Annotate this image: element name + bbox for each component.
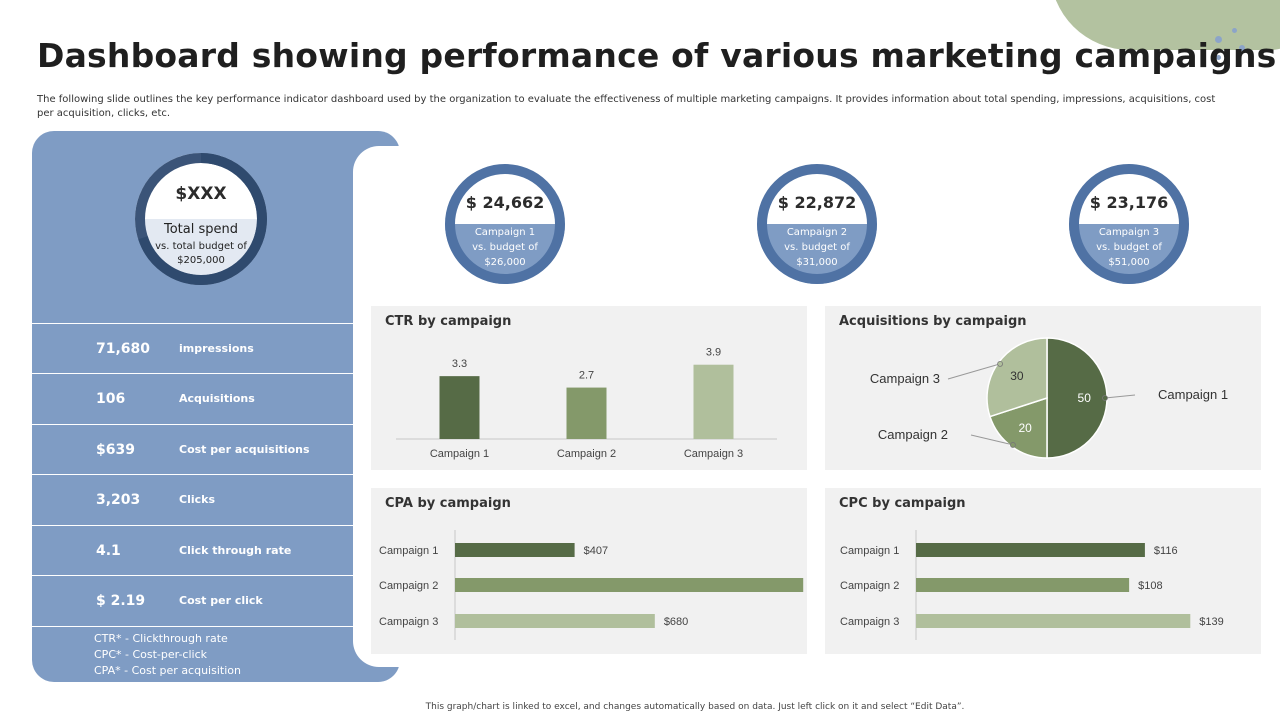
campaign-3-budget: vs. budget of $51,000 bbox=[1096, 242, 1162, 268]
campaign-2-donut bbox=[757, 164, 877, 284]
ctr-data-label: 3.9 bbox=[706, 347, 721, 359]
bar-data-label: $680 bbox=[664, 616, 688, 628]
total-budget-text: vs. total budget of $205,000 bbox=[155, 241, 247, 266]
kpi-row-clicks: 3,203 Clicks bbox=[32, 474, 354, 525]
kpi-label: impressions bbox=[179, 342, 254, 355]
campaign-2-name: Campaign 2 bbox=[786, 227, 848, 238]
bar bbox=[455, 614, 655, 628]
kpi-label: Acquisitions bbox=[179, 392, 255, 405]
total-spend-label: Total spend bbox=[163, 222, 238, 237]
kpi-value: $ 2.19 bbox=[96, 593, 146, 609]
decor-dot bbox=[1239, 45, 1245, 51]
chart-title: CPA by campaign bbox=[385, 496, 511, 511]
ctr-bar bbox=[566, 387, 607, 439]
campaign-2-budget: vs. budget of $31,000 bbox=[784, 242, 850, 268]
pie-category-label: Campaign 1 bbox=[1158, 387, 1228, 402]
kpi-label: Click through rate bbox=[179, 544, 292, 557]
pie-leader-dot bbox=[997, 361, 1003, 367]
kpi-label: Clicks bbox=[179, 493, 215, 506]
cpc-bar-chart: Campaign 1 $116 Campaign 2 $108 Campaign 3 $1… bbox=[840, 530, 1224, 640]
ctr-bar-chart: 3.3 Campaign 1 2.7 Campaign 2 3.9 Campaign 3 bbox=[396, 347, 777, 460]
ctr-category-label: Campaign 3 bbox=[684, 448, 743, 460]
kpi-value: 71,680 bbox=[96, 341, 151, 357]
pie-data-label: 50 bbox=[1078, 391, 1092, 405]
pie-data-label: 30 bbox=[1010, 369, 1024, 383]
category-label: Campaign 2 bbox=[379, 580, 438, 592]
bar bbox=[916, 578, 1130, 592]
decor-dot bbox=[1201, 42, 1205, 46]
bar bbox=[916, 614, 1191, 628]
category-label: Campaign 2 bbox=[840, 580, 899, 592]
kpi-value: 4.1 bbox=[96, 543, 121, 559]
acquisitions-chart-panel: Acquisitions by campaign 50 Campaign 1 20 C… bbox=[825, 306, 1261, 470]
pie-category-label: Campaign 3 bbox=[870, 371, 940, 386]
pie-leader-line bbox=[947, 363, 1001, 380]
kpi-row-impressions: 71,680 impressions bbox=[32, 323, 354, 374]
note-line: CPA* - Cost per acquisition bbox=[94, 664, 241, 677]
note-line: CTR* - Clickthrough rate bbox=[94, 632, 228, 645]
bar bbox=[455, 543, 575, 557]
bar-data-label: $407 bbox=[584, 545, 608, 557]
abbreviation-notes: CTR* - Clickthrough rate CPC* - Cost-per… bbox=[94, 631, 241, 679]
ctr-category-label: Campaign 1 bbox=[430, 448, 489, 460]
intro-text: The following slide outlines the key per… bbox=[37, 94, 1216, 119]
cpc-chart-panel: CPC by campaign Campaign 1 $116 Campaign 2… bbox=[825, 488, 1261, 654]
category-label: Campaign 1 bbox=[840, 545, 899, 557]
pie-category-label: Campaign 2 bbox=[878, 427, 948, 442]
kpi-row-cost-per-click: $ 2.19 Cost per click bbox=[32, 575, 354, 627]
campaign-1-donut bbox=[445, 164, 565, 284]
page-title: Dashboard showing performance of various… bbox=[37, 36, 1277, 75]
ctr-bar bbox=[693, 364, 734, 439]
kpi-label: Cost per acquisitions bbox=[179, 443, 310, 456]
kpi-value: 3,203 bbox=[96, 492, 141, 508]
campaign-1-spend: $ 24,662 bbox=[465, 193, 545, 212]
decor-dot bbox=[1216, 55, 1221, 60]
bar bbox=[916, 543, 1145, 557]
category-label: Campaign 3 bbox=[379, 616, 438, 628]
kpi-value: 106 bbox=[96, 391, 126, 407]
pie-leader-dot bbox=[1010, 442, 1016, 448]
pie-leader-line bbox=[1104, 394, 1136, 399]
chart-title: CTR by campaign bbox=[385, 314, 512, 329]
campaign-3-donut bbox=[1069, 164, 1189, 284]
ctr-chart-panel: CTR by campaign 3.3 Campaign 1 2.7 Campaign… bbox=[371, 306, 807, 470]
kpi-row-acquisitions: 106 Acquisitions bbox=[32, 373, 354, 424]
kpi-row-cost-per-acquisition: $639 Cost per acquisitions bbox=[32, 424, 354, 475]
pie-leader-line bbox=[970, 434, 1014, 446]
campaign-1-budget: vs. budget of $26,000 bbox=[472, 242, 538, 268]
decor-dot bbox=[1215, 36, 1222, 43]
acquisitions-pie-chart: 50 Campaign 1 20 Campaign 2 30 Campaign 3 bbox=[870, 337, 1228, 459]
total-spend-donut bbox=[135, 153, 267, 285]
campaign-1-name: Campaign 1 bbox=[474, 227, 536, 238]
campaign-3-name: Campaign 3 bbox=[1098, 227, 1160, 238]
pie-data-label: 20 bbox=[1018, 421, 1032, 435]
bar-data-label: $116 bbox=[1154, 545, 1178, 557]
note-line: CPC* - Cost-per-click bbox=[94, 648, 207, 661]
bar bbox=[455, 578, 804, 592]
kpi-row-click-through-rate: 4.1 Click through rate bbox=[32, 525, 354, 576]
ctr-data-label: 3.3 bbox=[452, 358, 467, 370]
decor-dot bbox=[1232, 28, 1237, 33]
bar-data-label: $139 bbox=[1199, 616, 1223, 628]
kpi-label: Cost per click bbox=[179, 594, 263, 607]
category-label: Campaign 1 bbox=[379, 545, 438, 557]
ctr-bar bbox=[439, 376, 480, 439]
category-label: Campaign 3 bbox=[840, 616, 899, 628]
chart-title: Acquisitions by campaign bbox=[839, 314, 1027, 329]
chart-title: CPC by campaign bbox=[839, 496, 966, 511]
ctr-category-label: Campaign 2 bbox=[557, 448, 616, 460]
pie-leader-dot bbox=[1102, 395, 1108, 401]
campaign-3-spend: $ 23,176 bbox=[1089, 193, 1169, 212]
footer-note: This graph/chart is linked to excel, and… bbox=[425, 702, 965, 712]
total-spend-amount: $XXX bbox=[175, 184, 227, 204]
campaign-2-spend: $ 22,872 bbox=[777, 193, 857, 212]
bar-data-label: $108 bbox=[1138, 580, 1162, 592]
kpi-value: $639 bbox=[96, 442, 135, 458]
ctr-data-label: 2.7 bbox=[579, 370, 594, 382]
cpa-chart-panel: CPA by campaign Campaign 1 $407 Campaign 2… bbox=[371, 488, 807, 654]
